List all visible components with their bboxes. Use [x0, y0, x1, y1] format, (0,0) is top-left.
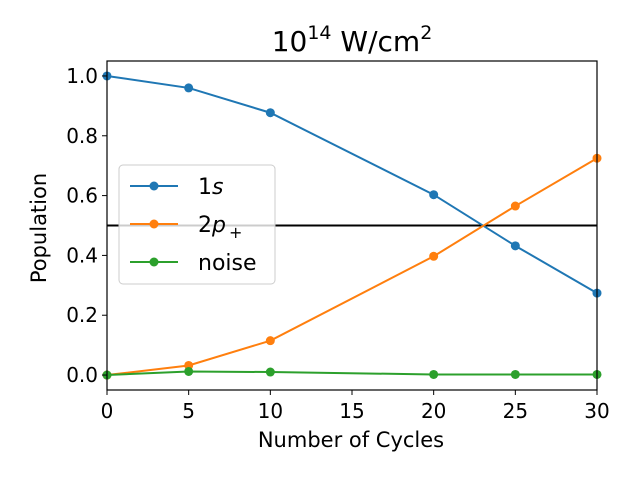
x-tick-label: 25	[503, 399, 528, 423]
legend-label-2: 2p +	[198, 213, 242, 242]
legend-frame	[118, 164, 276, 285]
legend-marker-1	[149, 181, 159, 191]
data-point	[510, 369, 520, 379]
data-point	[429, 190, 439, 200]
x-tick-label: 5	[182, 399, 195, 423]
y-tick-label: 0.4	[66, 243, 98, 267]
y-axis-label: Population	[27, 173, 51, 283]
legend: 1s 2p + noise	[118, 164, 276, 285]
y-tick-label: 1.0	[66, 64, 98, 88]
data-point	[429, 251, 439, 261]
data-point	[184, 83, 194, 93]
axes: 0 5 10 15 20 25 30 0.0 0.2 0.4 0.6 0.8 1.0	[66, 60, 610, 423]
series-line-3	[106, 370, 597, 377]
y-tick-label: 0.8	[66, 124, 98, 148]
data-point	[184, 366, 194, 376]
data-point	[265, 108, 275, 118]
x-tick-label: 0	[101, 399, 114, 423]
plot-area	[102, 71, 602, 380]
legend-label-1: 1s	[198, 175, 223, 200]
x-tick-label: 20	[421, 399, 446, 423]
data-point	[265, 336, 275, 346]
data-point	[265, 367, 275, 377]
series-line-1	[106, 74, 598, 294]
y-tick-label: 0.2	[66, 303, 98, 327]
y-tick-label: 0.0	[66, 363, 98, 387]
x-tick-label: 15	[339, 399, 364, 423]
data-point	[429, 369, 439, 379]
x-tick-label: 30	[584, 399, 609, 423]
x-axis-label: Number of Cycles	[258, 428, 444, 452]
data-point	[510, 201, 520, 211]
legend-marker-3	[149, 257, 159, 267]
y-tick-label: 0.6	[66, 184, 98, 208]
legend-marker-2	[149, 219, 159, 229]
data-point	[510, 241, 520, 251]
chart-title: 1014 W/cm2	[272, 22, 433, 58]
series-line-2	[106, 157, 598, 377]
x-tick-label: 10	[258, 399, 283, 423]
legend-label-3: noise	[198, 251, 257, 276]
